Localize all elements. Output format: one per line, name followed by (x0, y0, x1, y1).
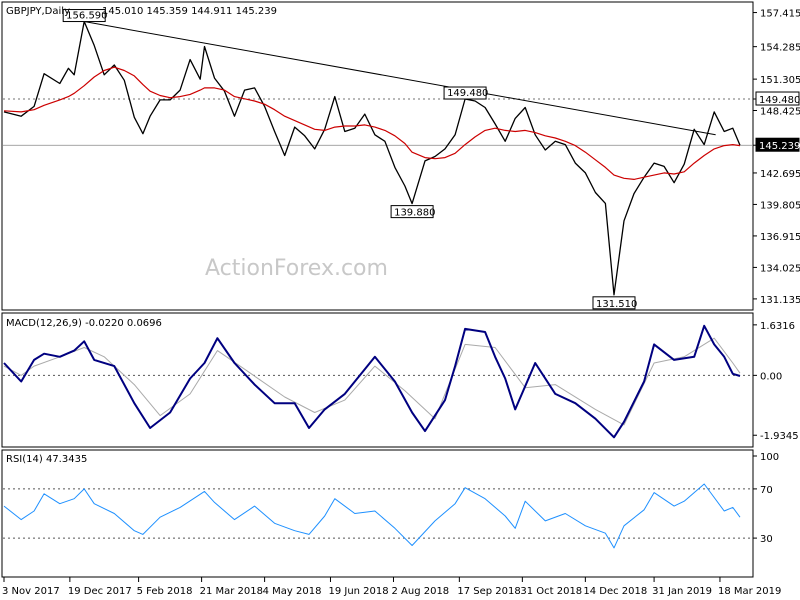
x-tick-label-8: 31 Oct 2018 (520, 586, 582, 597)
rsi-line (3, 483, 741, 549)
price-title: GBPJPY,Daily (6, 6, 70, 17)
macd-tick-label-2: -1.9345 (760, 431, 799, 442)
macd-signal-line (3, 337, 741, 426)
macd-layer: 1.6316 0.00 -1.9345 (3, 321, 799, 442)
rsi-tick-label-2: 30 (760, 534, 773, 545)
annotation-box-0 (62, 9, 106, 23)
x-tick-label-3: 21 Mar 2018 (200, 586, 263, 597)
price-tag-box-5 (755, 137, 800, 152)
price-tick-label-8: 136.915 (760, 232, 800, 243)
price-tick-label-9: 134.025 (760, 263, 800, 274)
price-tick-label-1: 154.285 (760, 43, 800, 54)
annotation-box-1 (443, 86, 487, 100)
rsi-layer: 100 70 30 (3, 452, 779, 549)
x-tick-label-2: 5 Feb 2018 (137, 586, 193, 597)
rsi-tick-label-1: 70 (760, 485, 773, 496)
x-tick-label-1: 19 Dec 2017 (68, 586, 132, 597)
price-layer: 157.415154.285151.305149.480148.425145.2… (3, 9, 800, 310)
watermark: ActionForex.com (205, 256, 388, 281)
macd-tick-label-1: 0.00 (760, 371, 782, 382)
price-tick-label-6: 142.695 (760, 169, 800, 180)
x-tick-label-5: 19 Jun 2018 (328, 586, 388, 597)
x-tick-label-10: 31 Jan 2019 (652, 586, 712, 597)
price-panel-frame (1, 1, 754, 311)
annotation-label-0: 156.590 (66, 11, 107, 22)
x-tick-label-6: 2 Aug 2018 (391, 586, 449, 597)
x-axis: 3 Nov 2017 19 Dec 2017 5 Feb 2018 21 Mar 20… (2, 577, 781, 597)
annotation-label-2: 139.880 (394, 208, 435, 219)
rsi-tick-label-0: 100 (760, 452, 779, 463)
price-tag-label-5: 145.239 (759, 141, 800, 152)
price-series-line (3, 20, 741, 296)
x-tick-label-0: 3 Nov 2017 (2, 586, 60, 597)
price-ohlc: 145.010 145.359 144.911 145.239 (102, 6, 277, 17)
macd-panel-frame (1, 312, 754, 448)
price-tick-label-0: 157.415 (760, 9, 800, 20)
annotation-box-3 (592, 296, 636, 310)
x-tick-label-9: 14 Dec 2018 (583, 586, 647, 597)
x-tick-label-7: 17 Sep 2018 (457, 586, 520, 597)
price-tick-label-2: 151.305 (760, 75, 800, 86)
annotation-label-1: 149.480 (447, 88, 488, 99)
price-tag-label-3: 149.480 (759, 95, 800, 106)
price-tick-label-4: 148.425 (760, 107, 800, 118)
macd-title: MACD(12,26,9) -0.0220 0.0696 (6, 318, 162, 329)
price-tick-label-10: 131.135 (760, 295, 800, 306)
annotation-box-2 (390, 205, 434, 219)
macd-tick-label-0: 1.6316 (760, 321, 795, 332)
macd-line (3, 324, 741, 439)
x-tick-label-4: 4 May 2018 (263, 586, 322, 597)
moving-average-line (3, 66, 741, 180)
rsi-title: RSI(14) 47.3435 (6, 454, 87, 465)
price-tick-label-7: 139.805 (760, 200, 800, 211)
annotation-label-3: 131.510 (596, 299, 637, 310)
trendline (84, 21, 716, 136)
price-tag-box-3 (755, 91, 800, 106)
x-tick-label-11: 18 Mar 2019 (718, 586, 781, 597)
